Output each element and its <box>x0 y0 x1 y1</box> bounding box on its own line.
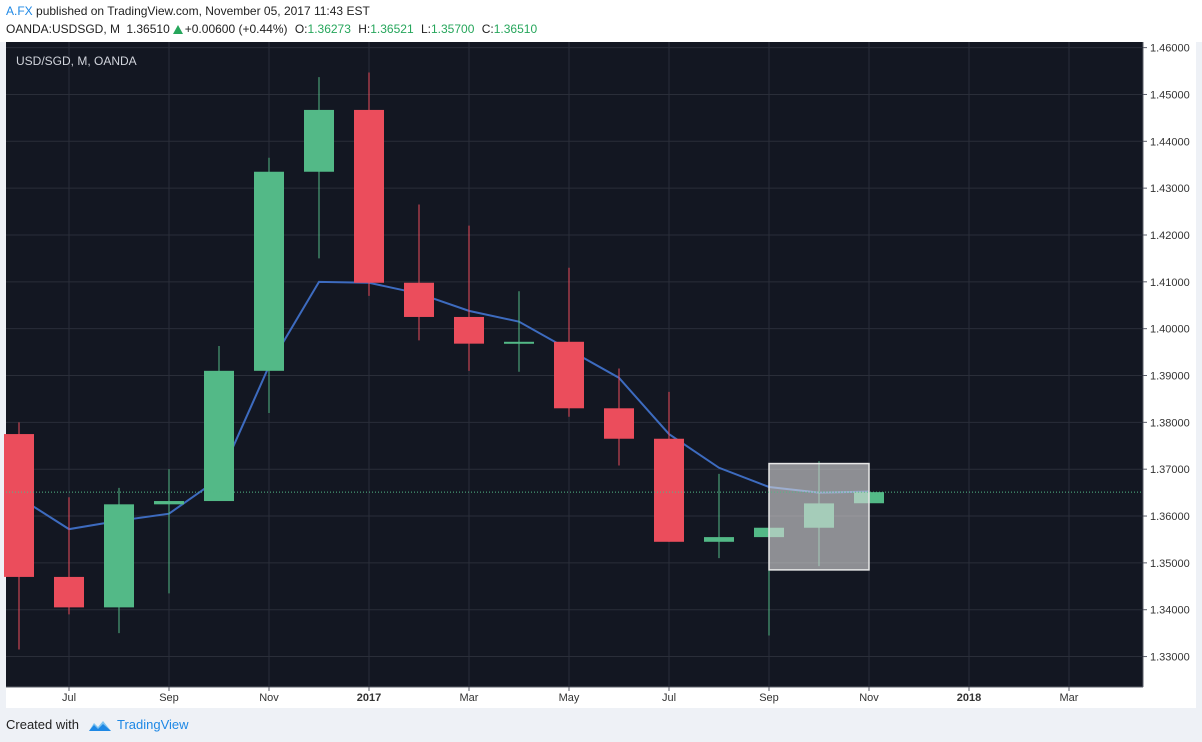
price-tick-label: 1.38000 <box>1150 417 1190 429</box>
price-tick-label: 1.42000 <box>1150 230 1190 242</box>
candle <box>354 72 384 296</box>
time-ticks: Jul Sep Nov 2017 Mar May Jul Sep Nov 2018 Mar <box>62 687 1079 704</box>
time-tick-label: Sep <box>159 692 179 704</box>
price-tick-label: 1.40000 <box>1150 324 1190 336</box>
quote-line: OANDA:USDSGD, M 1.36510 +0.00600 (+0.44%)… <box>6 22 537 36</box>
tradingview-link[interactable]: TradingView <box>117 717 189 732</box>
chart-title: USD/SGD, M, OANDA <box>16 54 137 68</box>
time-tick-label: Nov <box>259 692 279 704</box>
candle <box>704 473 734 559</box>
candle-body <box>404 282 434 317</box>
price-tick-label: 1.35000 <box>1150 558 1190 570</box>
candle <box>254 157 284 413</box>
price-ticks: 1.46000 1.45000 1.44000 1.43000 1.42000 1.410… <box>1143 43 1190 664</box>
price-tick-label: 1.46000 <box>1150 43 1190 55</box>
price-chart[interactable]: 1.46000 1.45000 1.44000 1.43000 1.42000 1.410… <box>0 42 1202 708</box>
moving-average-line <box>18 280 870 531</box>
candle <box>4 422 34 650</box>
candle <box>454 225 484 371</box>
candle-body <box>354 109 384 283</box>
candle-body <box>204 370 234 502</box>
candle <box>554 267 584 417</box>
candle-body <box>254 171 284 371</box>
time-tick-label: Mar <box>460 692 479 704</box>
high-label: H: <box>358 22 371 36</box>
price-tick-label: 1.45000 <box>1150 89 1190 101</box>
candle <box>304 77 334 259</box>
candle-body <box>654 438 684 542</box>
time-tick-label: Sep <box>759 692 779 704</box>
price-tick-label: 1.37000 <box>1150 464 1190 476</box>
price-tick-label: 1.44000 <box>1150 136 1190 148</box>
price-axis[interactable] <box>1143 42 1196 708</box>
candle <box>604 368 634 466</box>
time-tick-label: 2017 <box>357 692 381 704</box>
tradingview-logo-icon <box>89 721 111 731</box>
candle-body <box>154 501 184 505</box>
moving-average <box>18 280 870 531</box>
close-value: 1.36510 <box>493 22 538 36</box>
published-text: published on TradingView.com, November 0… <box>36 4 370 18</box>
high-value: 1.36521 <box>370 22 414 36</box>
price-tick-label: 1.33000 <box>1150 652 1190 664</box>
candles <box>4 72 884 650</box>
footer: Created with TradingView <box>0 708 1202 742</box>
low-label: L: <box>420 22 431 36</box>
candle-body <box>454 316 484 344</box>
candle <box>54 497 84 615</box>
candle-body <box>4 434 34 577</box>
price-tick-label: 1.34000 <box>1150 605 1190 617</box>
price-tick-label: 1.43000 <box>1150 183 1190 195</box>
candle-body <box>104 504 134 608</box>
time-tick-label: Jul <box>62 692 76 704</box>
candle <box>404 204 434 341</box>
time-tick-label: May <box>559 692 580 704</box>
candle-body <box>504 341 534 344</box>
created-with-label: Created with <box>6 717 79 732</box>
candle-body <box>54 576 84 608</box>
candle <box>654 391 684 542</box>
time-tick-label: Jul <box>662 692 676 704</box>
price-change: +0.00600 (+0.44%) <box>184 22 288 36</box>
candle-body <box>704 537 734 542</box>
time-tick-label: Mar <box>1060 692 1079 704</box>
candle <box>204 345 234 502</box>
candle <box>504 291 534 372</box>
chart-header: A.FX published on TradingView.com, Novem… <box>0 0 1202 42</box>
last-price: 1.36510 <box>126 22 170 36</box>
open-value: 1.36273 <box>307 22 351 36</box>
candle-body <box>554 341 584 409</box>
open-label: O: <box>294 22 308 36</box>
candle <box>104 487 134 634</box>
candle-body <box>304 109 334 172</box>
author-link[interactable]: A.FX <box>6 4 33 18</box>
price-tick-label: 1.39000 <box>1150 371 1190 383</box>
price-tick-label: 1.36000 <box>1150 511 1190 523</box>
price-tick-label: 1.41000 <box>1150 277 1190 289</box>
close-label: C: <box>481 22 494 36</box>
time-tick-label: Nov <box>859 692 879 704</box>
highlight-rect <box>768 462 870 571</box>
time-tick-label: 2018 <box>957 692 981 704</box>
symbol-label: OANDA:USDSGD, M <box>6 22 121 36</box>
candle-body <box>604 408 634 439</box>
publish-line: A.FX published on TradingView.com, Novem… <box>6 4 370 18</box>
highlight-box[interactable] <box>768 462 870 571</box>
candle <box>154 469 184 594</box>
time-axis[interactable] <box>6 687 1143 708</box>
low-value: 1.35700 <box>431 22 475 36</box>
arrow-up-icon <box>172 25 183 34</box>
